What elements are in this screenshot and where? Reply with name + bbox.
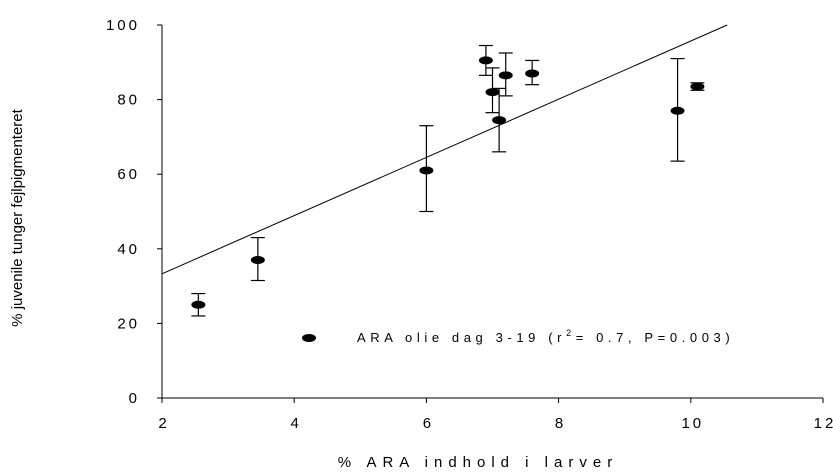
data-point <box>492 116 507 125</box>
x-tick-label: 2 <box>158 415 169 432</box>
data-point <box>250 255 265 264</box>
data-point <box>191 300 206 309</box>
data-point <box>485 88 500 97</box>
y-tick-label: 20 <box>117 315 140 332</box>
data-point-group <box>478 44 493 76</box>
legend-label-prefix: ARA olie dag 3-19 (r <box>357 330 566 345</box>
x-tick-label: 4 <box>291 415 302 432</box>
y-tick-label: 40 <box>117 241 140 258</box>
legend: ARA olie dag 3-19 (r2= 0.7, P=0.003) <box>302 328 734 345</box>
data-point <box>478 56 493 65</box>
y-tick-label: 0 <box>129 390 140 407</box>
regression-line <box>161 24 728 275</box>
legend-marker <box>302 334 316 342</box>
data-point-group <box>191 292 206 317</box>
y-tick-label: 100 <box>106 17 140 34</box>
data-point-group <box>419 125 434 213</box>
data-point <box>419 166 434 175</box>
data-point-group <box>670 57 685 162</box>
data-point-group <box>250 237 265 282</box>
x-axis-title: % ARA indhold i larver <box>338 454 618 471</box>
data-point <box>670 106 685 115</box>
x-tick-label: 10 <box>681 415 704 432</box>
data-point <box>690 82 705 91</box>
data-point-group <box>498 52 513 97</box>
axes: 2 4 6 8 10 12 0 20 40 60 80 100 <box>106 17 833 432</box>
data-point-group <box>492 87 507 153</box>
y-axis-title: % juvenile tunger fejlpigmenteret <box>9 108 26 326</box>
y-tick-label: 80 <box>117 92 140 109</box>
y-tick-label: 60 <box>117 166 140 183</box>
legend-label: ARA olie dag 3-19 (r2= 0.7, P=0.003) <box>357 328 734 345</box>
data-point-group <box>690 82 705 91</box>
legend-label-sup: 2 <box>566 328 576 338</box>
data-point <box>525 69 540 78</box>
data-point-group <box>485 67 500 114</box>
x-tick-label: 8 <box>555 415 566 432</box>
x-tick-label: 6 <box>423 415 434 432</box>
plot-area <box>161 24 728 317</box>
data-point-group <box>525 59 540 86</box>
legend-label-suffix: = 0.7, P=0.003) <box>576 330 735 345</box>
x-tick-label: 12 <box>814 415 833 432</box>
data-point <box>498 71 513 80</box>
